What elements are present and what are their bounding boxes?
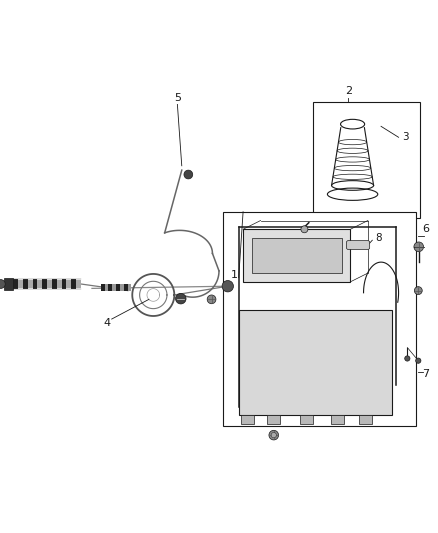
Bar	[47, 280, 52, 288]
Bar	[313, 102, 420, 219]
Bar	[52, 279, 57, 289]
Bar	[28, 280, 32, 288]
Circle shape	[184, 170, 193, 179]
Bar	[116, 284, 120, 292]
Circle shape	[405, 356, 410, 361]
Text: 2: 2	[345, 86, 352, 96]
Bar	[23, 279, 28, 289]
Circle shape	[207, 295, 216, 304]
Bar	[243, 229, 350, 282]
Bar	[300, 415, 313, 424]
Circle shape	[416, 358, 421, 364]
Circle shape	[414, 287, 422, 295]
Bar	[4, 278, 13, 290]
Bar	[109, 284, 112, 292]
Text: 4: 4	[104, 318, 111, 328]
Bar	[13, 279, 18, 289]
Bar	[32, 279, 37, 289]
Bar	[67, 280, 71, 288]
Bar	[105, 284, 109, 292]
Bar	[120, 284, 124, 292]
Bar	[124, 284, 127, 292]
Bar	[239, 310, 392, 415]
Text: 5: 5	[174, 93, 181, 103]
Circle shape	[269, 430, 279, 440]
Circle shape	[0, 280, 5, 288]
Bar	[62, 279, 67, 289]
Bar	[18, 280, 23, 288]
Bar	[57, 280, 62, 288]
FancyBboxPatch shape	[346, 241, 370, 249]
Bar	[101, 284, 105, 292]
Bar	[267, 415, 280, 424]
Bar	[37, 280, 42, 288]
Bar	[252, 238, 342, 273]
Bar	[71, 279, 76, 289]
Bar	[241, 415, 254, 424]
Text: 7: 7	[422, 369, 429, 379]
Text: 8: 8	[375, 233, 382, 243]
Circle shape	[222, 280, 233, 292]
Text: 1: 1	[231, 270, 238, 280]
Text: 3: 3	[402, 132, 409, 142]
Circle shape	[414, 242, 424, 252]
Bar	[112, 284, 116, 292]
Bar	[127, 284, 131, 292]
Bar	[42, 279, 47, 289]
Bar	[76, 280, 81, 288]
Circle shape	[271, 432, 276, 438]
Circle shape	[176, 294, 186, 304]
Text: 6: 6	[422, 224, 429, 235]
Circle shape	[301, 226, 308, 233]
Bar	[223, 212, 416, 426]
Bar	[359, 415, 372, 424]
Bar	[331, 415, 344, 424]
